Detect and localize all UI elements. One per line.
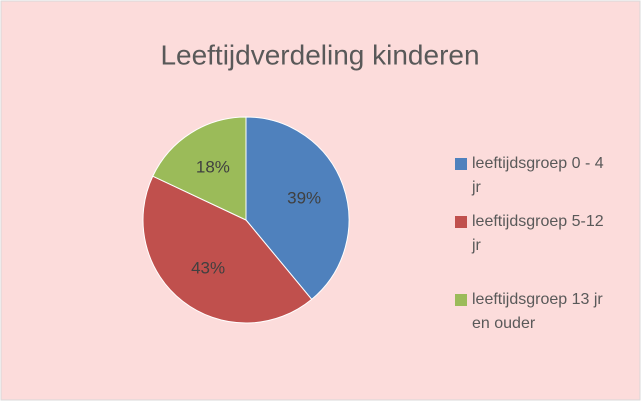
chart-title: Leeftijdverdeling kinderen: [160, 39, 479, 70]
legend-swatch: [455, 216, 467, 228]
legend-swatch: [455, 158, 467, 170]
pie-slice: [245, 116, 350, 301]
data-label: 18%: [196, 157, 230, 176]
legend-label: leeftijdsgroep 5-12 jr: [472, 213, 604, 254]
legend-item: leeftijdsgroep 0 - 4 jr: [455, 152, 625, 200]
pie-slice: [152, 116, 247, 221]
legend-item: leeftijdsgroep 5-12 jr: [455, 210, 625, 258]
data-label: 43%: [191, 258, 225, 277]
legend-label: leeftijdsgroep 13 jr en ouder: [472, 291, 603, 332]
pie-slice: [142, 175, 313, 324]
legend-item: leeftijdsgroep 13 jr en ouder: [455, 288, 625, 336]
data-label: 39%: [287, 189, 321, 208]
legend-label: leeftijdsgroep 0 - 4 jr: [472, 155, 604, 196]
legend-swatch: [455, 294, 467, 306]
